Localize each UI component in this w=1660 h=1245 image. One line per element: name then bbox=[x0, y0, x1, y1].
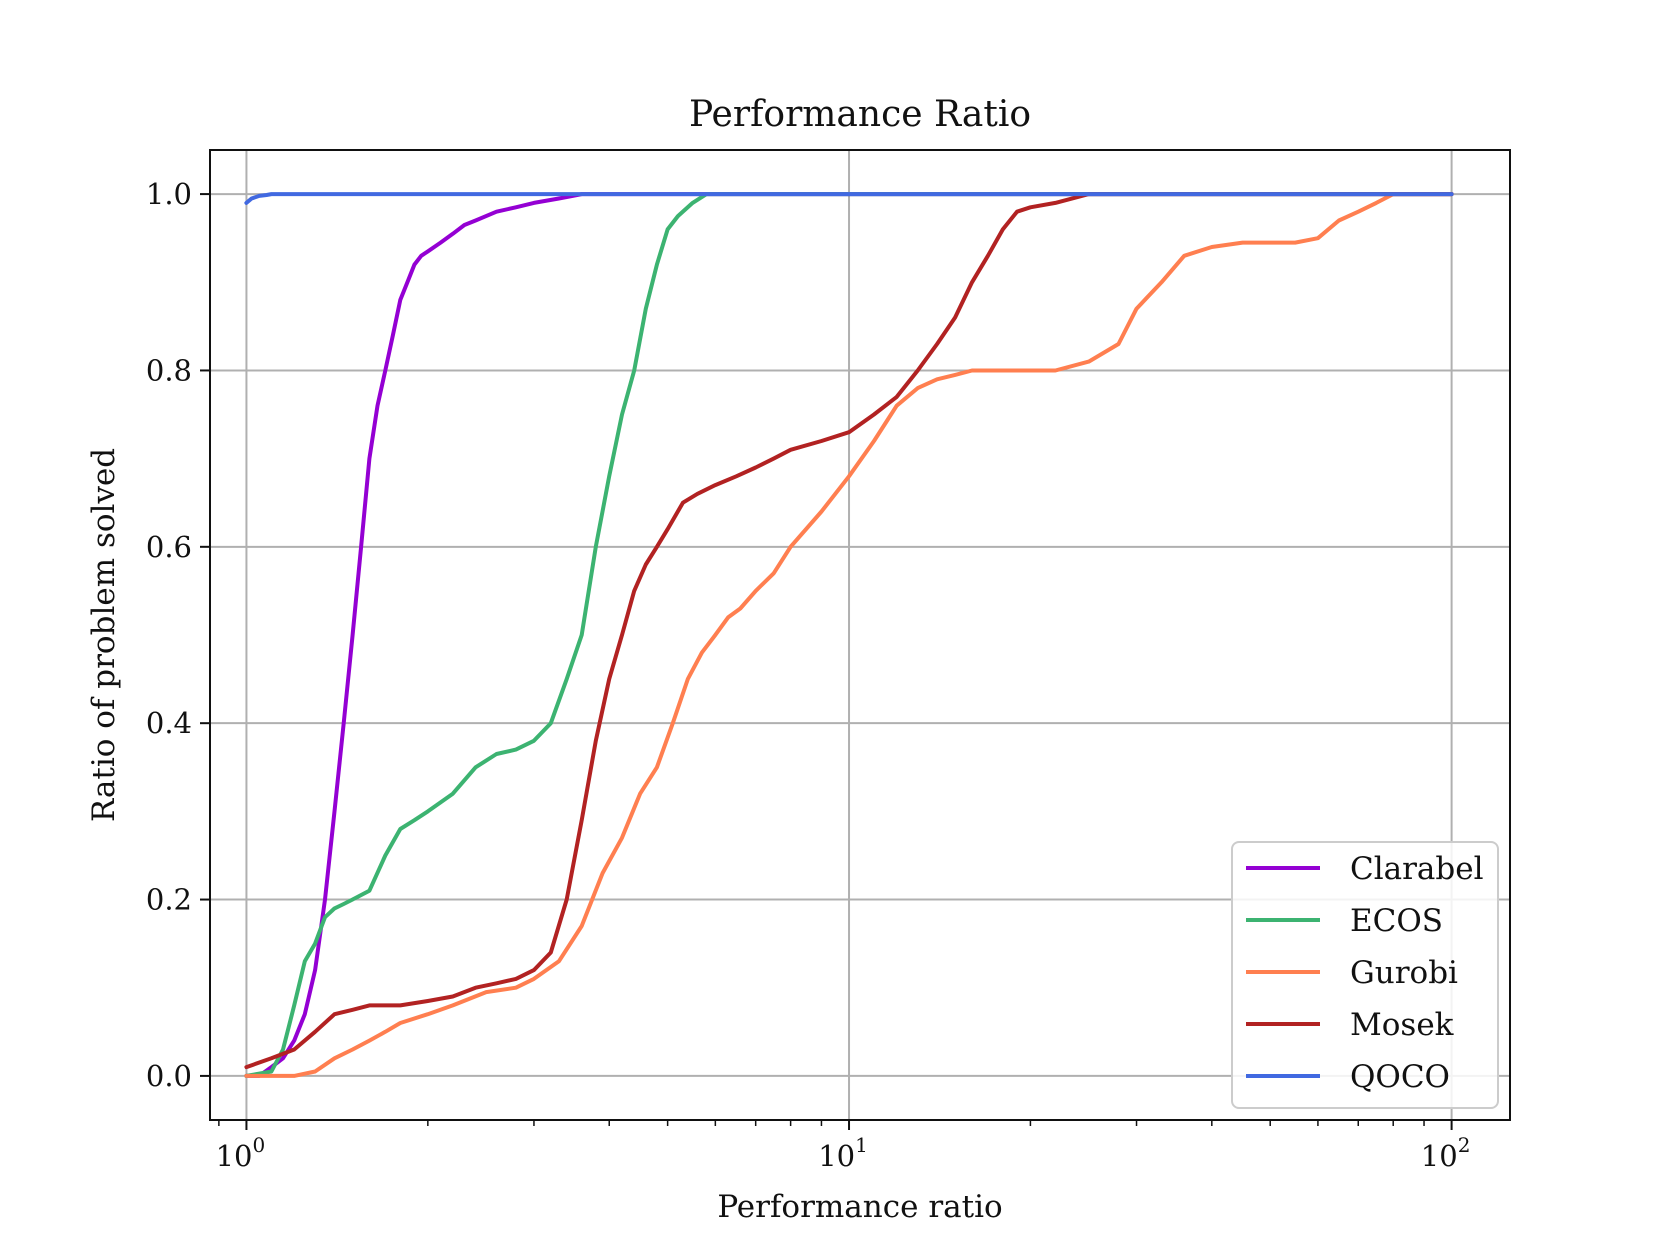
x-tick-exponent: 1 bbox=[855, 1133, 868, 1157]
x-tick-exponent: 0 bbox=[253, 1133, 266, 1157]
legend-label: ECOS bbox=[1350, 903, 1443, 939]
plot-area-frame bbox=[209, 149, 1511, 1121]
x-tick-label: 102 bbox=[1421, 1133, 1471, 1173]
y-tick-label: 0.0 bbox=[146, 1059, 192, 1093]
series-line-ecos bbox=[244, 192, 1454, 1078]
series-line-qoco bbox=[244, 192, 1454, 205]
x-axis-label: Performance ratio bbox=[717, 1189, 1002, 1225]
y-tick-label: 0.6 bbox=[146, 530, 192, 564]
x-tick-base: 10 bbox=[216, 1139, 253, 1173]
x-tick-label: 101 bbox=[818, 1133, 868, 1173]
chart-title: Performance Ratio bbox=[689, 94, 1031, 135]
y-tick-label: 1.0 bbox=[146, 177, 192, 211]
legend-label: Mosek bbox=[1350, 1007, 1454, 1043]
y-axis-label: Ratio of problem solved bbox=[86, 448, 122, 822]
y-axis: 0.0 0.2 0.4 0.6 0.8 1.0 bbox=[146, 177, 210, 1093]
plot-series bbox=[244, 192, 1454, 1078]
legend-box bbox=[1231, 841, 1499, 1109]
legend: Clarabel ECOS Gurobi Mosek QOCO bbox=[1231, 841, 1499, 1109]
series-line-gurobi bbox=[244, 192, 1454, 1078]
series-line-clarabel bbox=[244, 192, 1454, 1078]
x-tick-label: 100 bbox=[216, 1133, 266, 1173]
legend-label: Clarabel bbox=[1350, 851, 1484, 887]
x-tick-exponent: 2 bbox=[1458, 1133, 1471, 1157]
x-axis: 100 101 102 bbox=[216, 1120, 1471, 1173]
x-tick-base: 10 bbox=[818, 1139, 855, 1173]
legend-label: QOCO bbox=[1350, 1059, 1450, 1095]
y-tick-label: 0.2 bbox=[146, 883, 192, 917]
legend-label: Gurobi bbox=[1350, 955, 1458, 991]
y-tick-label: 0.4 bbox=[146, 706, 192, 740]
y-tick-label: 0.8 bbox=[146, 353, 192, 387]
series-line-mosek bbox=[244, 192, 1454, 1070]
x-tick-base: 10 bbox=[1421, 1139, 1458, 1173]
